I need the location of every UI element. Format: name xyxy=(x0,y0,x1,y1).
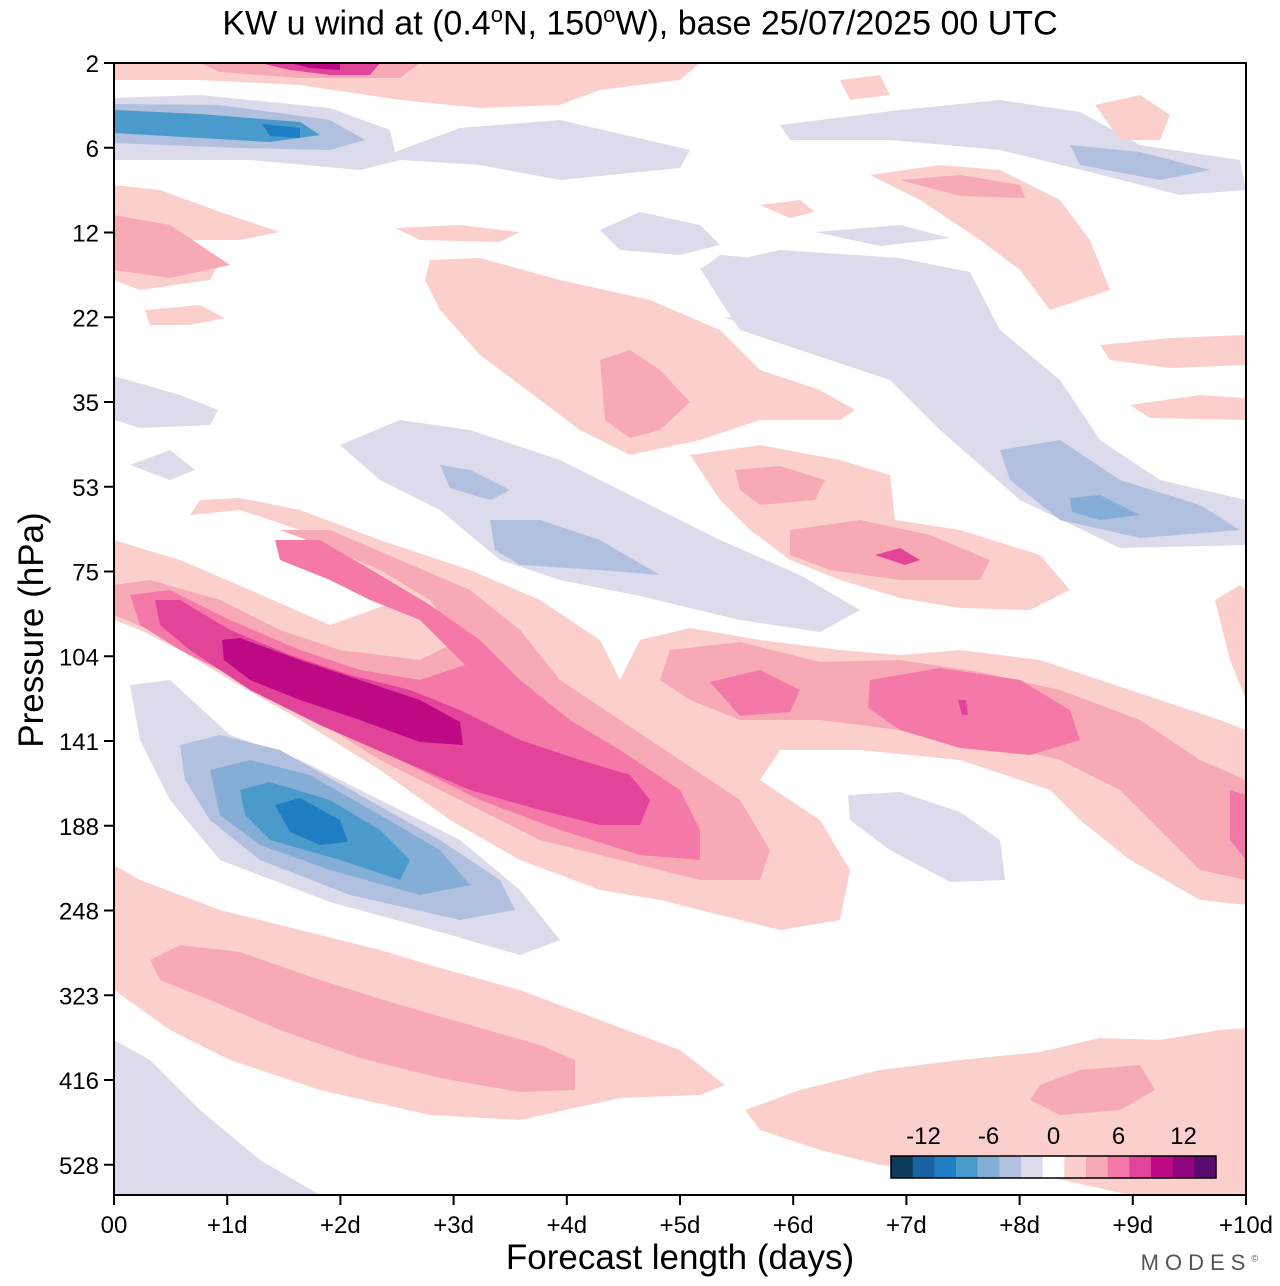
y-tick-label: 22 xyxy=(72,305,99,332)
westerly-region-band-core xyxy=(600,350,690,438)
westerly-region-mid-core xyxy=(735,466,990,580)
easterly-region-upper-right-2 xyxy=(1070,145,1210,180)
x-tick-label: +9d xyxy=(1112,1212,1153,1239)
colorbar-swatch xyxy=(1129,1156,1152,1178)
westerly-regions xyxy=(114,63,1246,1195)
easterly-region-lower-left-core xyxy=(275,798,348,845)
easterly-region-right-low xyxy=(848,792,1005,882)
colorbar-swatch xyxy=(912,1156,935,1178)
y-tick-label: 528 xyxy=(59,1153,99,1180)
chart-title: KW u wind at (0.4oN, 150oW), base 25/07/… xyxy=(222,2,1058,43)
westerly-region-small xyxy=(145,75,1246,700)
westerly-region-lower xyxy=(114,865,725,1120)
westerly-region-top-core xyxy=(260,63,380,75)
x-tick-label: 00 xyxy=(101,1212,128,1239)
y-axis-label: Pressure (hPa) xyxy=(12,512,51,748)
easterly-region-bottom-left xyxy=(114,1040,320,1195)
colorbar-swatch xyxy=(999,1156,1022,1178)
colorbar-label: 0 xyxy=(1047,1123,1060,1150)
x-tick-label: +6d xyxy=(773,1212,814,1239)
westerly-region-right-strip xyxy=(1095,95,1246,420)
y-axis: 2 6 12 22 35 53 75 104 141 188 248 323 416 528 xyxy=(59,51,114,1180)
westerly-region-right-top-core xyxy=(900,175,1025,198)
westerly-region-top-peak xyxy=(290,63,340,70)
westerly-region-big-band xyxy=(425,258,855,455)
y-tick-label: 6 xyxy=(86,136,99,163)
modes-logo: MODES© xyxy=(1140,1250,1258,1275)
westerly-region-peak xyxy=(222,638,463,745)
y-tick-label: 188 xyxy=(59,814,99,841)
x-tick-label: +10d xyxy=(1219,1212,1273,1239)
colorbar: -12 -6 0 6 12 xyxy=(890,1123,1217,1179)
colorbar-label: -6 xyxy=(978,1123,999,1150)
y-tick-label: 2 xyxy=(86,51,99,78)
x-tick-label: +2d xyxy=(320,1212,361,1239)
colorbar-swatch xyxy=(1064,1156,1087,1178)
y-tick-label: 416 xyxy=(59,1068,99,1095)
westerly-region-right-top xyxy=(870,165,1110,310)
colorbar-frame xyxy=(890,1155,1217,1179)
colorbar-swatch xyxy=(1107,1156,1130,1178)
easterly-region-small-1 xyxy=(114,376,218,480)
colorbar-swatch xyxy=(1151,1156,1174,1178)
westerly-region-upper-left-core xyxy=(114,215,230,278)
colorbar-label: 12 xyxy=(1170,1123,1197,1150)
easterly-region-mid-right-core xyxy=(1000,440,1240,538)
easterly-regions xyxy=(114,95,1246,1195)
x-axis: 00 +1d +2d +3d +4d +5d +6d +7d +8d +9d +10d xyxy=(101,1195,1273,1239)
y-tick-label: 323 xyxy=(59,983,99,1010)
colorbar-swatch xyxy=(1021,1156,1044,1178)
y-tick-label: 12 xyxy=(72,221,99,248)
easterly-region-upper-strips xyxy=(600,212,980,348)
westerly-region-mid-peak xyxy=(875,548,920,565)
colorbar-swatch xyxy=(1194,1156,1217,1178)
colorbar-swatch xyxy=(1086,1156,1109,1178)
x-axis-label: Forecast length (days) xyxy=(505,1238,855,1277)
y-tick-label: 248 xyxy=(59,899,99,926)
y-tick-label: 53 xyxy=(72,475,99,502)
colorbar-swatch xyxy=(1042,1156,1065,1178)
easterly-region-stratosphere-core xyxy=(114,110,320,142)
colorbar-swatch xyxy=(977,1156,1000,1178)
easterly-region-mid-right-peak xyxy=(1070,495,1140,520)
colorbar-swatch xyxy=(1172,1156,1195,1178)
easterly-region-center-core xyxy=(440,465,660,575)
x-tick-label: +1d xyxy=(207,1212,248,1239)
y-tick-label: 141 xyxy=(59,729,99,756)
x-tick-label: +5d xyxy=(660,1212,701,1239)
x-tick-label: +8d xyxy=(999,1212,1040,1239)
contour-fields xyxy=(114,63,1246,1195)
westerly-region-lower-core xyxy=(150,945,575,1092)
x-tick-label: +3d xyxy=(433,1212,474,1239)
westerly-region-core xyxy=(155,600,968,825)
colorbar-swatch xyxy=(891,1156,914,1178)
colorbar-swatch xyxy=(956,1156,979,1178)
y-tick-label: 35 xyxy=(72,390,99,417)
westerly-region-lower-right-core xyxy=(1030,1065,1155,1115)
y-tick-label: 75 xyxy=(72,560,99,587)
easterly-region-stratosphere-peak xyxy=(262,124,300,138)
colorbar-label: 6 xyxy=(1112,1123,1125,1150)
colorbar-swatch xyxy=(934,1156,957,1178)
y-tick-label: 104 xyxy=(59,644,99,671)
x-tick-label: +4d xyxy=(546,1212,587,1239)
colorbar-label: -12 xyxy=(906,1123,941,1150)
x-tick-label: +7d xyxy=(886,1212,927,1239)
